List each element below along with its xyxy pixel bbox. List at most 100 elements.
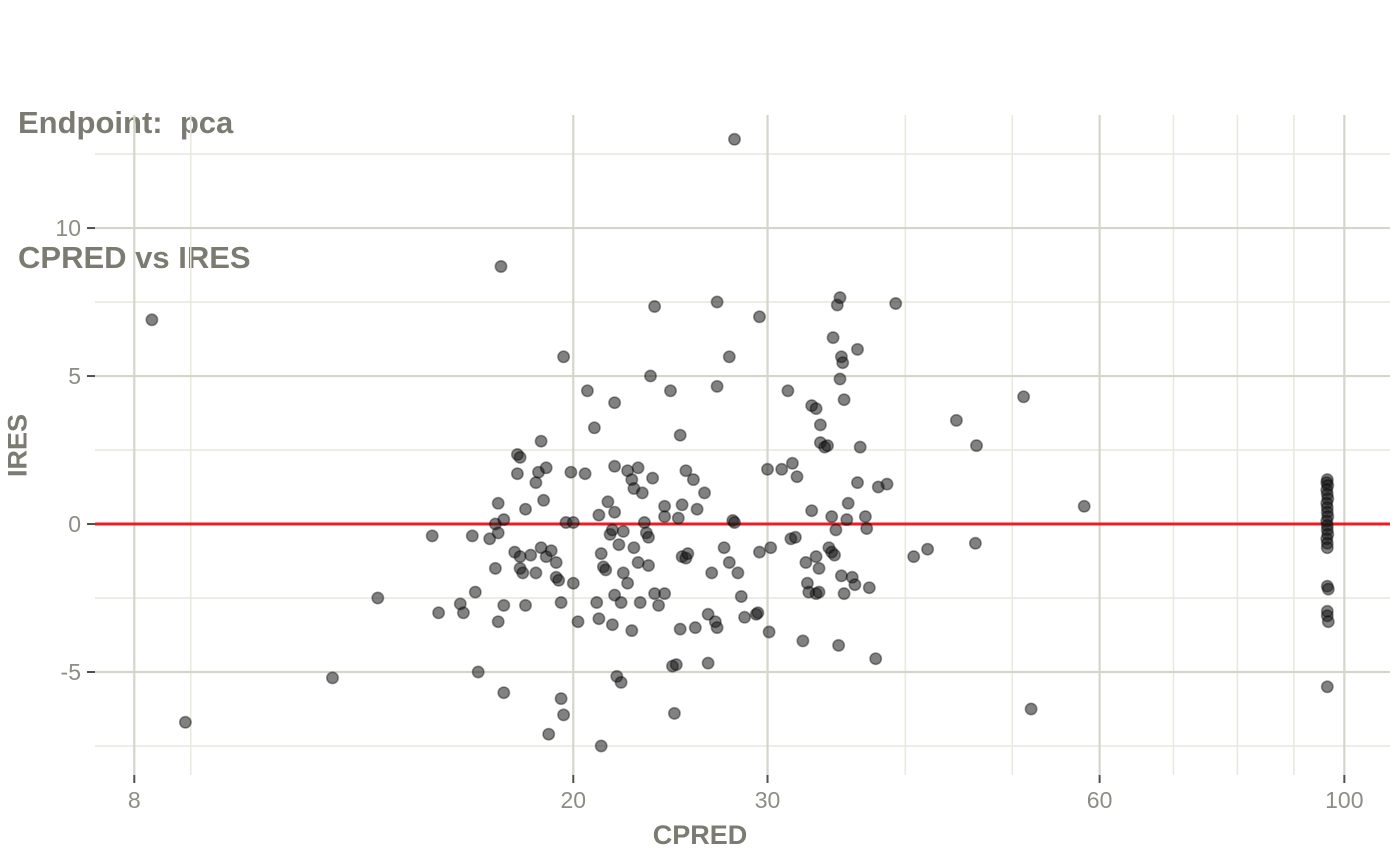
x-tick-label: 20 <box>560 787 586 813</box>
data-point <box>790 470 804 484</box>
data-point <box>616 566 630 580</box>
y-tick-label: 5 <box>68 363 81 389</box>
data-point <box>690 502 704 516</box>
data-point <box>425 529 439 543</box>
data-point <box>1321 582 1335 596</box>
data-point <box>529 566 543 580</box>
data-point <box>518 502 532 516</box>
data-point <box>841 496 855 510</box>
data-point <box>465 529 479 543</box>
data-point <box>701 656 715 670</box>
data-point <box>671 511 685 525</box>
data-point <box>491 526 505 540</box>
data-point <box>853 440 867 454</box>
data-point <box>537 493 551 507</box>
data-point <box>697 486 711 500</box>
data-point <box>652 598 666 612</box>
data-point <box>775 462 789 476</box>
data-point <box>850 476 864 490</box>
x-axis-title: CPRED <box>652 820 748 850</box>
data-point <box>949 413 963 427</box>
data-point <box>599 563 613 577</box>
data-point <box>760 462 774 476</box>
data-point <box>178 715 192 729</box>
data-point <box>625 624 639 638</box>
data-point <box>631 461 645 475</box>
data-point <box>1320 680 1334 694</box>
data-point <box>605 618 619 632</box>
data-point <box>605 523 619 537</box>
data-point <box>837 393 851 407</box>
data-point <box>820 439 834 453</box>
data-point <box>635 486 649 500</box>
data-point <box>488 561 502 575</box>
data-point <box>860 521 874 535</box>
data-point <box>869 652 883 666</box>
data-point <box>1321 615 1335 629</box>
data-point <box>627 541 641 555</box>
data-point <box>633 595 647 609</box>
x-tick-label: 8 <box>128 787 141 813</box>
data-point <box>513 550 527 564</box>
data-point <box>688 621 702 635</box>
data-point <box>858 510 872 524</box>
data-point <box>608 396 622 410</box>
data-point <box>643 369 657 383</box>
data-point <box>826 331 840 345</box>
data-point <box>679 464 693 478</box>
data-point <box>701 607 715 621</box>
data-point <box>145 313 159 327</box>
x-tick-label: 30 <box>755 787 781 813</box>
data-point <box>513 450 527 464</box>
data-point <box>566 576 580 590</box>
data-point <box>1320 541 1334 555</box>
data-point <box>673 622 687 636</box>
data-point <box>727 132 741 146</box>
data-point <box>539 461 553 475</box>
data-point <box>1077 499 1091 513</box>
data-point <box>641 530 655 544</box>
data-point <box>658 510 672 524</box>
data-point <box>510 467 524 481</box>
plot-title-line1: Endpoint: pca <box>18 105 234 140</box>
data-point <box>781 384 795 398</box>
data-point <box>564 465 578 479</box>
data-point <box>552 573 566 587</box>
data-point <box>832 638 846 652</box>
data-point <box>468 585 482 599</box>
data-point <box>608 588 622 602</box>
y-axis-title: IRES <box>2 413 33 478</box>
data-point <box>669 658 683 672</box>
data-point <box>681 547 695 561</box>
data-point <box>580 384 594 398</box>
data-point <box>752 545 766 559</box>
data-point <box>557 708 571 722</box>
data-point <box>1024 702 1038 716</box>
data-point <box>592 508 606 522</box>
data-point <box>764 541 778 555</box>
data-point <box>796 634 810 648</box>
data-point <box>812 585 826 599</box>
data-point <box>614 595 628 609</box>
data-point <box>524 548 538 562</box>
data-point <box>785 456 799 470</box>
data-point <box>833 372 847 386</box>
data-point <box>621 576 635 590</box>
y-tick-label: -5 <box>61 659 81 685</box>
data-point <box>497 598 511 612</box>
data-point <box>594 547 608 561</box>
data-point <box>325 671 339 685</box>
data-point <box>788 530 802 544</box>
data-point <box>534 434 548 448</box>
y-tick-label: 10 <box>55 215 81 241</box>
data-point <box>880 477 894 491</box>
data-point <box>658 587 672 601</box>
data-point <box>813 418 827 432</box>
data-point <box>529 476 543 490</box>
data-point <box>762 625 776 639</box>
data-point <box>710 295 724 309</box>
data-point <box>673 428 687 442</box>
data-point <box>516 566 530 580</box>
data-point <box>616 524 630 538</box>
data-point <box>601 495 615 509</box>
